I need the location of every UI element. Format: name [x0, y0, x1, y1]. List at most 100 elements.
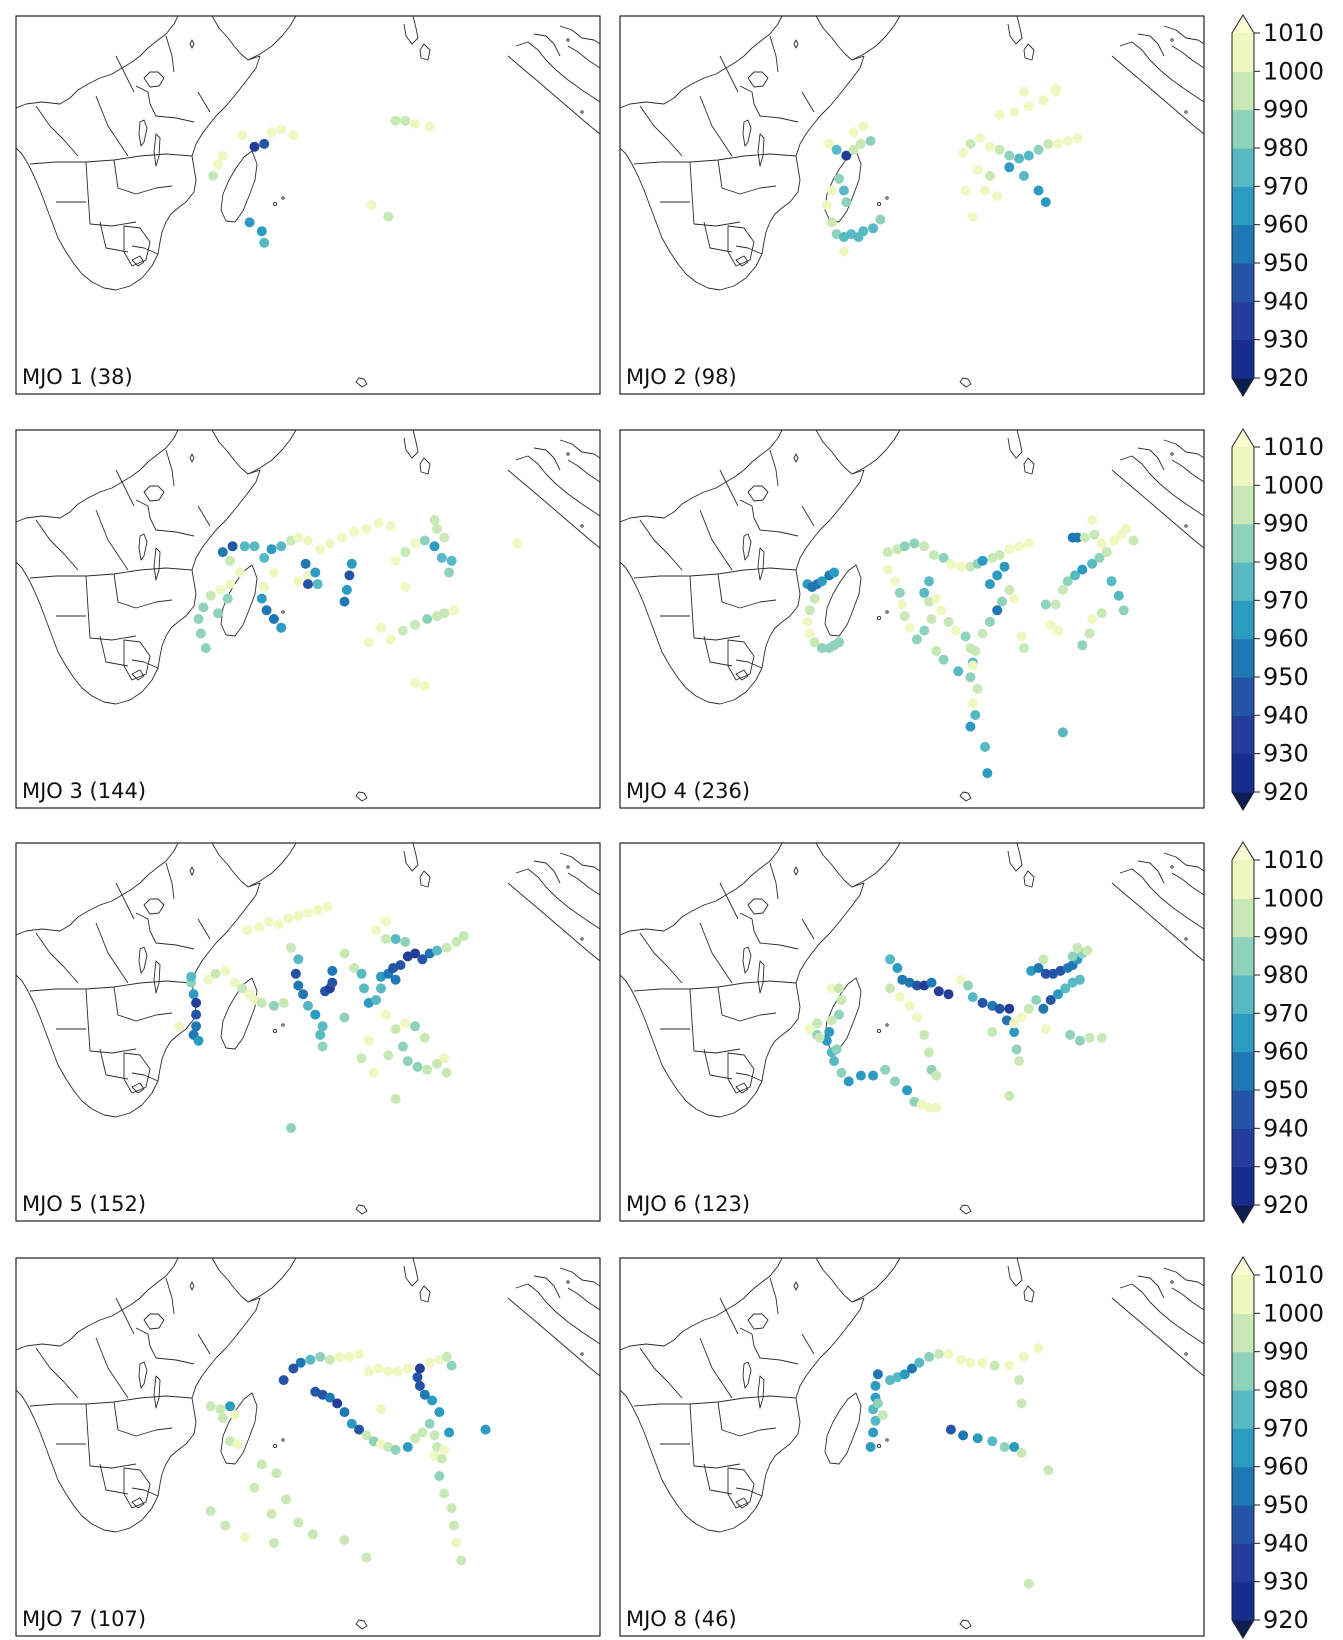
- cyclone-point: [446, 1503, 457, 1514]
- cyclone-point: [945, 558, 956, 569]
- colorbar-band: [1232, 1275, 1254, 1314]
- cyclone-point: [225, 555, 236, 566]
- cyclone-point: [1004, 150, 1015, 161]
- colorbar-tick-label: 980: [1263, 134, 1309, 162]
- cyclone-point: [383, 1050, 394, 1061]
- cyclone-point: [193, 1035, 204, 1046]
- cyclone-point: [965, 672, 976, 683]
- cyclone-point: [191, 1021, 202, 1032]
- cyclone-point: [254, 922, 265, 933]
- cyclone-point: [259, 582, 270, 592]
- cyclone-point: [341, 584, 352, 595]
- cyclone-point: [293, 532, 304, 543]
- cyclone-point: [836, 995, 847, 1005]
- colorbar-band: [1232, 186, 1254, 226]
- cyclone-point: [451, 1538, 462, 1548]
- cyclone-point: [868, 1427, 879, 1438]
- cyclone-point: [848, 144, 859, 155]
- map-panel: MJO 5 (152): [15, 842, 601, 1222]
- colorbar-band: [1232, 898, 1254, 938]
- cyclone-point: [1004, 1003, 1015, 1014]
- cyclone-point: [259, 552, 270, 563]
- colorbar-band: [1232, 600, 1254, 640]
- cyclone-point: [390, 934, 401, 944]
- cyclone-point: [390, 555, 401, 566]
- cyclone-point: [965, 721, 976, 732]
- cyclone-point: [821, 200, 832, 210]
- cyclone-point: [868, 223, 879, 234]
- cyclone-point: [419, 1389, 430, 1400]
- cyclone-point: [1062, 136, 1073, 146]
- cyclone-point: [1040, 968, 1051, 979]
- cyclone-point: [987, 1436, 998, 1447]
- cyclone-point: [838, 185, 849, 196]
- cyclone-point: [380, 1009, 391, 1020]
- cyclone-point: [324, 1392, 335, 1403]
- cyclone-point: [1018, 1351, 1029, 1362]
- cyclone-point: [931, 593, 942, 604]
- colorbar: 920 930 940 950 960 970 980 990 1000 1010: [1231, 14, 1324, 397]
- colorbar-tick-label: 1000: [1263, 884, 1324, 912]
- cyclone-point: [1016, 1398, 1027, 1409]
- cyclone-point: [227, 541, 238, 552]
- cyclone-point: [439, 608, 450, 619]
- cyclone-point: [953, 666, 964, 677]
- cyclone-point: [390, 974, 401, 985]
- colorbar-tick-label: 960: [1263, 625, 1309, 653]
- cyclone-point: [1014, 153, 1025, 164]
- cyclone-point: [414, 1363, 425, 1374]
- cyclone-point: [286, 1123, 296, 1133]
- cyclone-point: [984, 170, 995, 181]
- cyclone-point: [1094, 552, 1105, 563]
- cyclone-point: [371, 995, 382, 1005]
- cyclone-point: [339, 1407, 350, 1418]
- colorbar-tick-label: 930: [1263, 326, 1309, 354]
- cyclone-point: [836, 1067, 847, 1078]
- cyclone-point: [804, 1024, 815, 1035]
- cyclone-point: [980, 741, 990, 752]
- cyclone-point: [911, 1012, 922, 1023]
- cyclone-point: [1023, 538, 1034, 549]
- cyclone-point: [422, 1064, 433, 1075]
- colorbar: 920 930 940 950 960 970 980 990 1000 1010: [1231, 841, 1324, 1224]
- cyclone-point: [880, 1064, 891, 1075]
- colorbars: 920 930 940 950 960 970 980 990 1000 1010 920 930 94…: [1231, 14, 1324, 1639]
- cyclone-point: [225, 1401, 236, 1412]
- cyclone-point: [834, 983, 844, 994]
- cyclone-point: [1004, 584, 1015, 595]
- cyclone-point: [1070, 570, 1080, 581]
- cyclone-point: [841, 150, 852, 161]
- cyclone-point: [174, 1021, 184, 1032]
- cyclone-point: [191, 1009, 202, 1020]
- cyclone-point: [261, 605, 272, 616]
- cyclone-point: [1072, 942, 1083, 953]
- map-panel: MJO 1 (38): [15, 15, 601, 395]
- cyclone-point: [967, 992, 978, 1003]
- cyclone-point: [436, 552, 447, 563]
- colorbar-tick-label: 1000: [1263, 471, 1324, 499]
- cyclone-point: [1060, 983, 1071, 994]
- cyclone-point: [977, 1357, 988, 1368]
- cyclone-point: [298, 989, 309, 1000]
- cyclone-point: [984, 579, 995, 590]
- cyclone-point: [217, 547, 228, 558]
- cyclone-point: [451, 936, 462, 947]
- cyclone-point: [1009, 1018, 1020, 1029]
- cyclone-point: [417, 1427, 428, 1438]
- cyclone-point: [865, 1442, 876, 1452]
- cyclone-point: [191, 997, 202, 1008]
- cyclone-point: [293, 954, 304, 965]
- cyclone-point: [327, 965, 338, 976]
- cyclone-point: [824, 138, 835, 149]
- cyclone-point: [970, 710, 981, 720]
- cyclone-point: [890, 1076, 900, 1087]
- cyclone-point: [919, 1029, 930, 1040]
- cyclone-point: [977, 628, 988, 639]
- cyclone-point: [885, 983, 896, 994]
- colorbar-tick-label: 980: [1263, 1376, 1309, 1404]
- cyclone-point: [804, 605, 815, 616]
- cyclone-point: [232, 1439, 243, 1450]
- cyclone-point: [230, 977, 240, 988]
- colorbar-tick-label: 940: [1263, 1529, 1309, 1557]
- cyclone-point: [439, 1053, 450, 1064]
